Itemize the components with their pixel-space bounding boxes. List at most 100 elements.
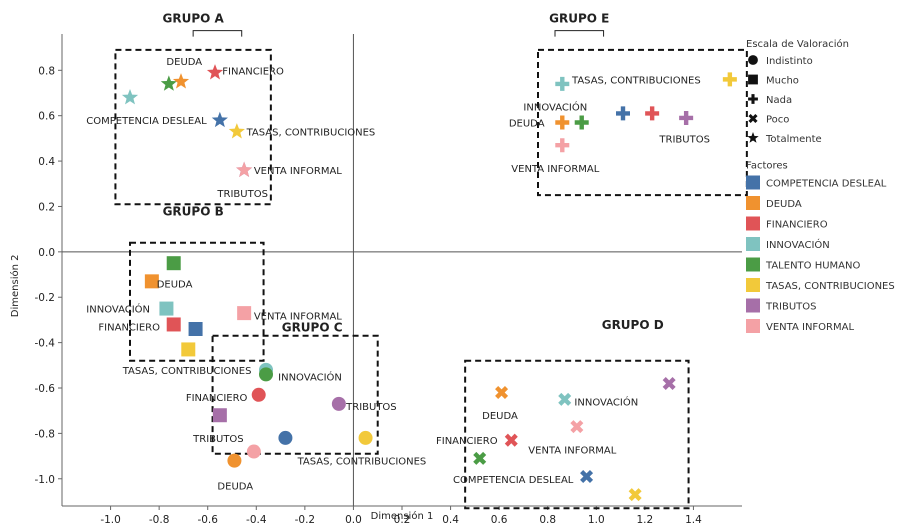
point-square-tributos xyxy=(212,408,227,423)
legend-swatch xyxy=(746,237,760,251)
x-axis-title: Dimensión 1 xyxy=(371,510,434,522)
legend-item-label: INNOVACIÓN xyxy=(766,238,830,251)
plot-frame xyxy=(61,34,742,507)
point-label: FINANCIERO xyxy=(186,393,248,404)
point-circle-talento-humano xyxy=(259,367,273,382)
group-label: GRUPO E xyxy=(549,12,609,26)
group-box xyxy=(129,241,265,362)
legend-item-label: TRIBUTOS xyxy=(765,302,817,313)
point-label: TRIBUTOS xyxy=(658,134,710,145)
y-tick-label: -0.6 xyxy=(35,383,56,395)
legend-item-label: Totalmente xyxy=(765,134,822,145)
point-cross-tributos xyxy=(662,376,676,390)
x-tick-label: -1.0 xyxy=(100,514,121,523)
y-tick-label: 0.2 xyxy=(38,201,55,213)
y-tick-label: -0.2 xyxy=(35,292,56,304)
legend-item-label: VENTA INFORMAL xyxy=(766,322,854,333)
point-cross-deuda xyxy=(495,386,509,400)
point-label: INNOVACIÓN xyxy=(278,371,342,384)
x-tick-label: -0.6 xyxy=(197,514,218,523)
point-star-venta-informal xyxy=(236,161,253,178)
y-tick-label: 0.8 xyxy=(38,65,55,77)
point-star-innovación xyxy=(121,89,139,105)
point-star-tasas-contribuciones xyxy=(228,123,245,139)
x-tick-label: 0.8 xyxy=(539,514,556,523)
x-tick-label: -0.4 xyxy=(246,514,267,523)
x-tick-label: 0.0 xyxy=(345,514,362,523)
x-tick-label: -0.8 xyxy=(149,514,170,523)
group-label: GRUPO D xyxy=(602,318,664,332)
x-tick-label: 0.6 xyxy=(491,514,508,523)
legend-swatch xyxy=(746,196,760,210)
point-circle-tributos xyxy=(331,396,346,411)
group-box xyxy=(211,334,379,455)
y-axis-title: Dimensión 2 xyxy=(9,255,21,318)
group-box xyxy=(464,359,690,510)
point-label: VENTA INFORMAL xyxy=(528,445,616,456)
point-circle-tasas-contribuciones xyxy=(358,430,373,445)
x-tick-label: -0.2 xyxy=(295,514,316,523)
point-plus-venta-informal xyxy=(555,138,570,153)
point-label: COMPETENCIA DESLEAL xyxy=(86,116,207,127)
point-square-financiero xyxy=(166,317,181,332)
point-label: DEUDA xyxy=(157,280,193,291)
point-label: DEUDA xyxy=(217,482,253,493)
group-box xyxy=(537,48,748,197)
legend-marker-cross xyxy=(748,113,758,124)
point-label: INNOVACIÓN xyxy=(574,396,638,409)
x-tick-label: 1.0 xyxy=(588,514,605,523)
point-square-venta-informal xyxy=(237,306,252,321)
point-plus-tasas-contribuciones xyxy=(722,72,737,87)
point-label: INNOVACIÓN xyxy=(523,101,587,114)
point-plus-deuda xyxy=(555,115,570,130)
legend-item-label: COMPETENCIA DESLEAL xyxy=(766,179,887,190)
point-label: TRIBUTOS xyxy=(216,189,268,200)
legend-item-label: DEUDA xyxy=(766,199,802,210)
y-tick-label: -1.0 xyxy=(35,474,56,486)
point-star-talento-humano xyxy=(160,75,177,91)
point-square-deuda xyxy=(144,274,159,289)
point-circle-competencia-desleal xyxy=(278,430,293,445)
group-boxes: GRUPO A GRUPO B GRUPO C GRUPO D GRUPO E xyxy=(114,12,748,510)
point-star-competencia-desleal xyxy=(211,111,228,128)
data-points xyxy=(121,64,737,502)
group-label: GRUPO C xyxy=(282,320,343,334)
point-plus-innovación xyxy=(555,76,570,91)
legend-item-label: Mucho xyxy=(766,76,799,87)
legend-swatch xyxy=(746,216,760,231)
y-tick-label: 0.4 xyxy=(38,156,55,168)
point-plus-talento-humano xyxy=(574,115,589,130)
group-bracket xyxy=(192,30,243,37)
color-legend-title: Factores xyxy=(746,161,788,172)
point-cross-venta-informal xyxy=(570,420,584,434)
shape-legend-title: Escala de Valoración xyxy=(746,38,849,50)
point-cross-competencia-desleal xyxy=(580,469,594,484)
point-label: TASAS, CONTRIBUCIONES xyxy=(297,457,427,468)
point-label: VENTA INFORMAL xyxy=(511,164,599,175)
point-label: INNOVACIÓN xyxy=(86,303,150,316)
x-tick-label: 1.4 xyxy=(685,514,702,523)
legend: Escala de Valoración Indistinto Mucho Nada P… xyxy=(746,38,895,333)
point-square-tasas-contribuciones xyxy=(181,342,196,357)
y-tick-label: -0.8 xyxy=(35,428,56,440)
point-cross-talento-humano xyxy=(473,451,487,465)
point-label: TASAS, CONTRIBUCIONES xyxy=(122,366,252,377)
point-labels: DEUDA FINANCIERO COMPETENCIA DESLEAL TASAS,… xyxy=(86,57,710,492)
point-label: VENTA INFORMAL xyxy=(254,311,342,322)
axis-ticks: -1.0 -0.8 -0.6 -0.4 -0.2 0.0 0.2 0.4 0.6 0.8 1.0 1.… xyxy=(35,65,703,523)
point-plus-tributos xyxy=(679,110,694,125)
point-circle-venta-informal xyxy=(246,444,261,459)
y-tick-label: 0.0 xyxy=(38,247,55,259)
point-cross-financiero xyxy=(504,433,518,447)
legend-swatch xyxy=(746,319,760,333)
group-bracket xyxy=(554,30,605,37)
point-label: VENTA INFORMAL xyxy=(254,166,342,177)
point-label: COMPETENCIA DESLEAL xyxy=(453,475,574,486)
point-square-competencia-desleal xyxy=(188,322,203,336)
legend-swatch xyxy=(746,257,760,272)
legend-item-label: Nada xyxy=(766,95,792,106)
legend-item-label: TALENTO HUMANO xyxy=(765,261,860,272)
point-label: DEUDA xyxy=(482,411,518,422)
legend-swatch xyxy=(746,298,760,313)
x-tick-label: 0.4 xyxy=(442,514,459,523)
